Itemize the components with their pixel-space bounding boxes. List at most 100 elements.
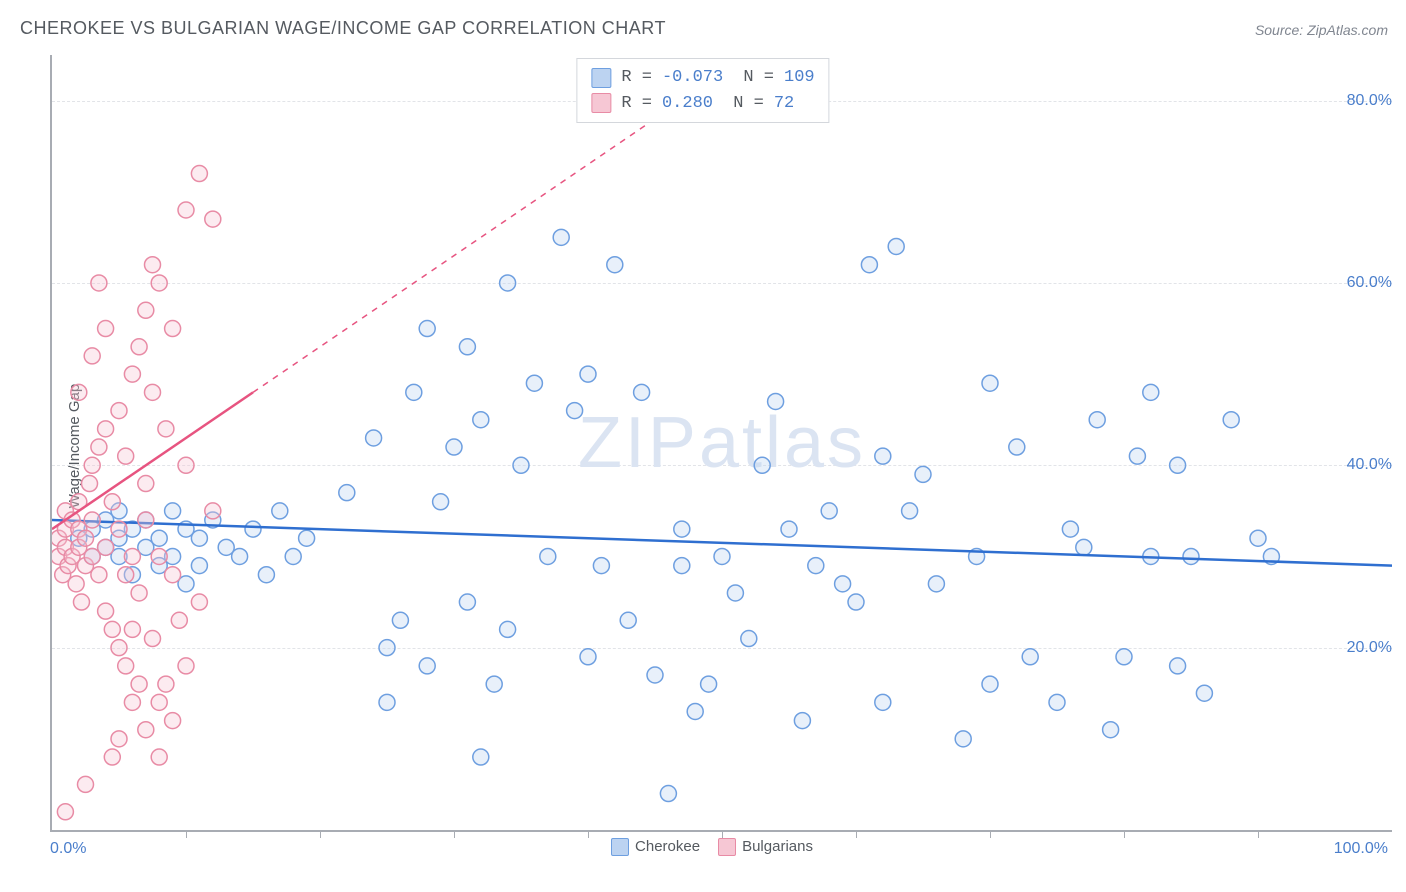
data-point [339, 485, 355, 501]
data-point [98, 421, 114, 437]
data-point [98, 539, 114, 555]
r-label: R = [621, 91, 652, 117]
data-point [982, 676, 998, 692]
x-axis-max-label: 100.0% [1334, 840, 1388, 858]
data-point [111, 640, 127, 656]
data-point [57, 804, 73, 820]
data-point [165, 503, 181, 519]
legend-row: R = 0.280 N = 72 [591, 91, 814, 117]
data-point [794, 713, 810, 729]
data-point [808, 558, 824, 574]
data-point [1076, 539, 1092, 555]
n-label: N = [733, 65, 774, 91]
x-tick [722, 830, 723, 838]
n-label: N = [723, 91, 764, 117]
data-point [84, 512, 100, 528]
data-point [1062, 521, 1078, 537]
scatter-svg [52, 55, 1392, 830]
data-point [1196, 685, 1212, 701]
data-point [138, 512, 154, 528]
data-point [151, 548, 167, 564]
data-point [741, 631, 757, 647]
n-value: 109 [784, 65, 815, 91]
data-point [366, 430, 382, 446]
data-point [272, 503, 288, 519]
data-point [660, 786, 676, 802]
data-point [124, 621, 140, 637]
data-point [768, 393, 784, 409]
data-point [124, 366, 140, 382]
data-point [513, 457, 529, 473]
data-point [540, 548, 556, 564]
x-tick [990, 830, 991, 838]
data-point [379, 640, 395, 656]
x-axis-min-label: 0.0% [50, 840, 86, 858]
data-point [861, 257, 877, 273]
data-point [118, 567, 134, 583]
x-tick [320, 830, 321, 838]
x-tick [1124, 830, 1125, 838]
data-point [1250, 530, 1266, 546]
data-point [459, 339, 475, 355]
data-point [473, 412, 489, 428]
data-point [821, 503, 837, 519]
data-point [151, 530, 167, 546]
data-point [205, 211, 221, 227]
data-point [634, 384, 650, 400]
data-point [71, 384, 87, 400]
data-point [1170, 658, 1186, 674]
data-point [781, 521, 797, 537]
data-point [178, 658, 194, 674]
data-point [875, 448, 891, 464]
data-point [1183, 548, 1199, 564]
data-point [714, 548, 730, 564]
legend-swatch [718, 838, 736, 856]
data-point [111, 521, 127, 537]
data-point [258, 567, 274, 583]
data-point [982, 375, 998, 391]
data-point [84, 348, 100, 364]
data-point [486, 676, 502, 692]
data-point [1129, 448, 1145, 464]
legend-swatch [591, 93, 611, 113]
data-point [118, 448, 134, 464]
data-point [138, 476, 154, 492]
data-point [98, 321, 114, 337]
data-point [111, 731, 127, 747]
data-point [299, 530, 315, 546]
data-point [124, 694, 140, 710]
r-value: 0.280 [662, 91, 713, 117]
data-point [131, 585, 147, 601]
data-point [419, 321, 435, 337]
data-point [118, 658, 134, 674]
data-point [915, 466, 931, 482]
data-point [500, 275, 516, 291]
series-legend: CherokeeBulgarians [0, 838, 1406, 856]
data-point [1009, 439, 1025, 455]
data-point [406, 384, 422, 400]
data-point [888, 238, 904, 254]
data-point [446, 439, 462, 455]
x-tick [186, 830, 187, 838]
data-point [145, 631, 161, 647]
data-point [73, 594, 89, 610]
data-point [68, 576, 84, 592]
data-point [553, 229, 569, 245]
data-point [205, 503, 221, 519]
data-point [165, 321, 181, 337]
trend-line [52, 392, 253, 529]
data-point [138, 722, 154, 738]
data-point [1022, 649, 1038, 665]
data-point [674, 521, 690, 537]
legend-swatch [591, 68, 611, 88]
data-point [419, 658, 435, 674]
data-point [1223, 412, 1239, 428]
data-point [165, 567, 181, 583]
legend-row: R =-0.073 N =109 [591, 65, 814, 91]
data-point [567, 403, 583, 419]
data-point [84, 457, 100, 473]
data-point [392, 612, 408, 628]
plot-area: ZIPatlas [50, 55, 1392, 832]
chart-title: CHEROKEE VS BULGARIAN WAGE/INCOME GAP CO… [20, 18, 666, 39]
data-point [145, 257, 161, 273]
